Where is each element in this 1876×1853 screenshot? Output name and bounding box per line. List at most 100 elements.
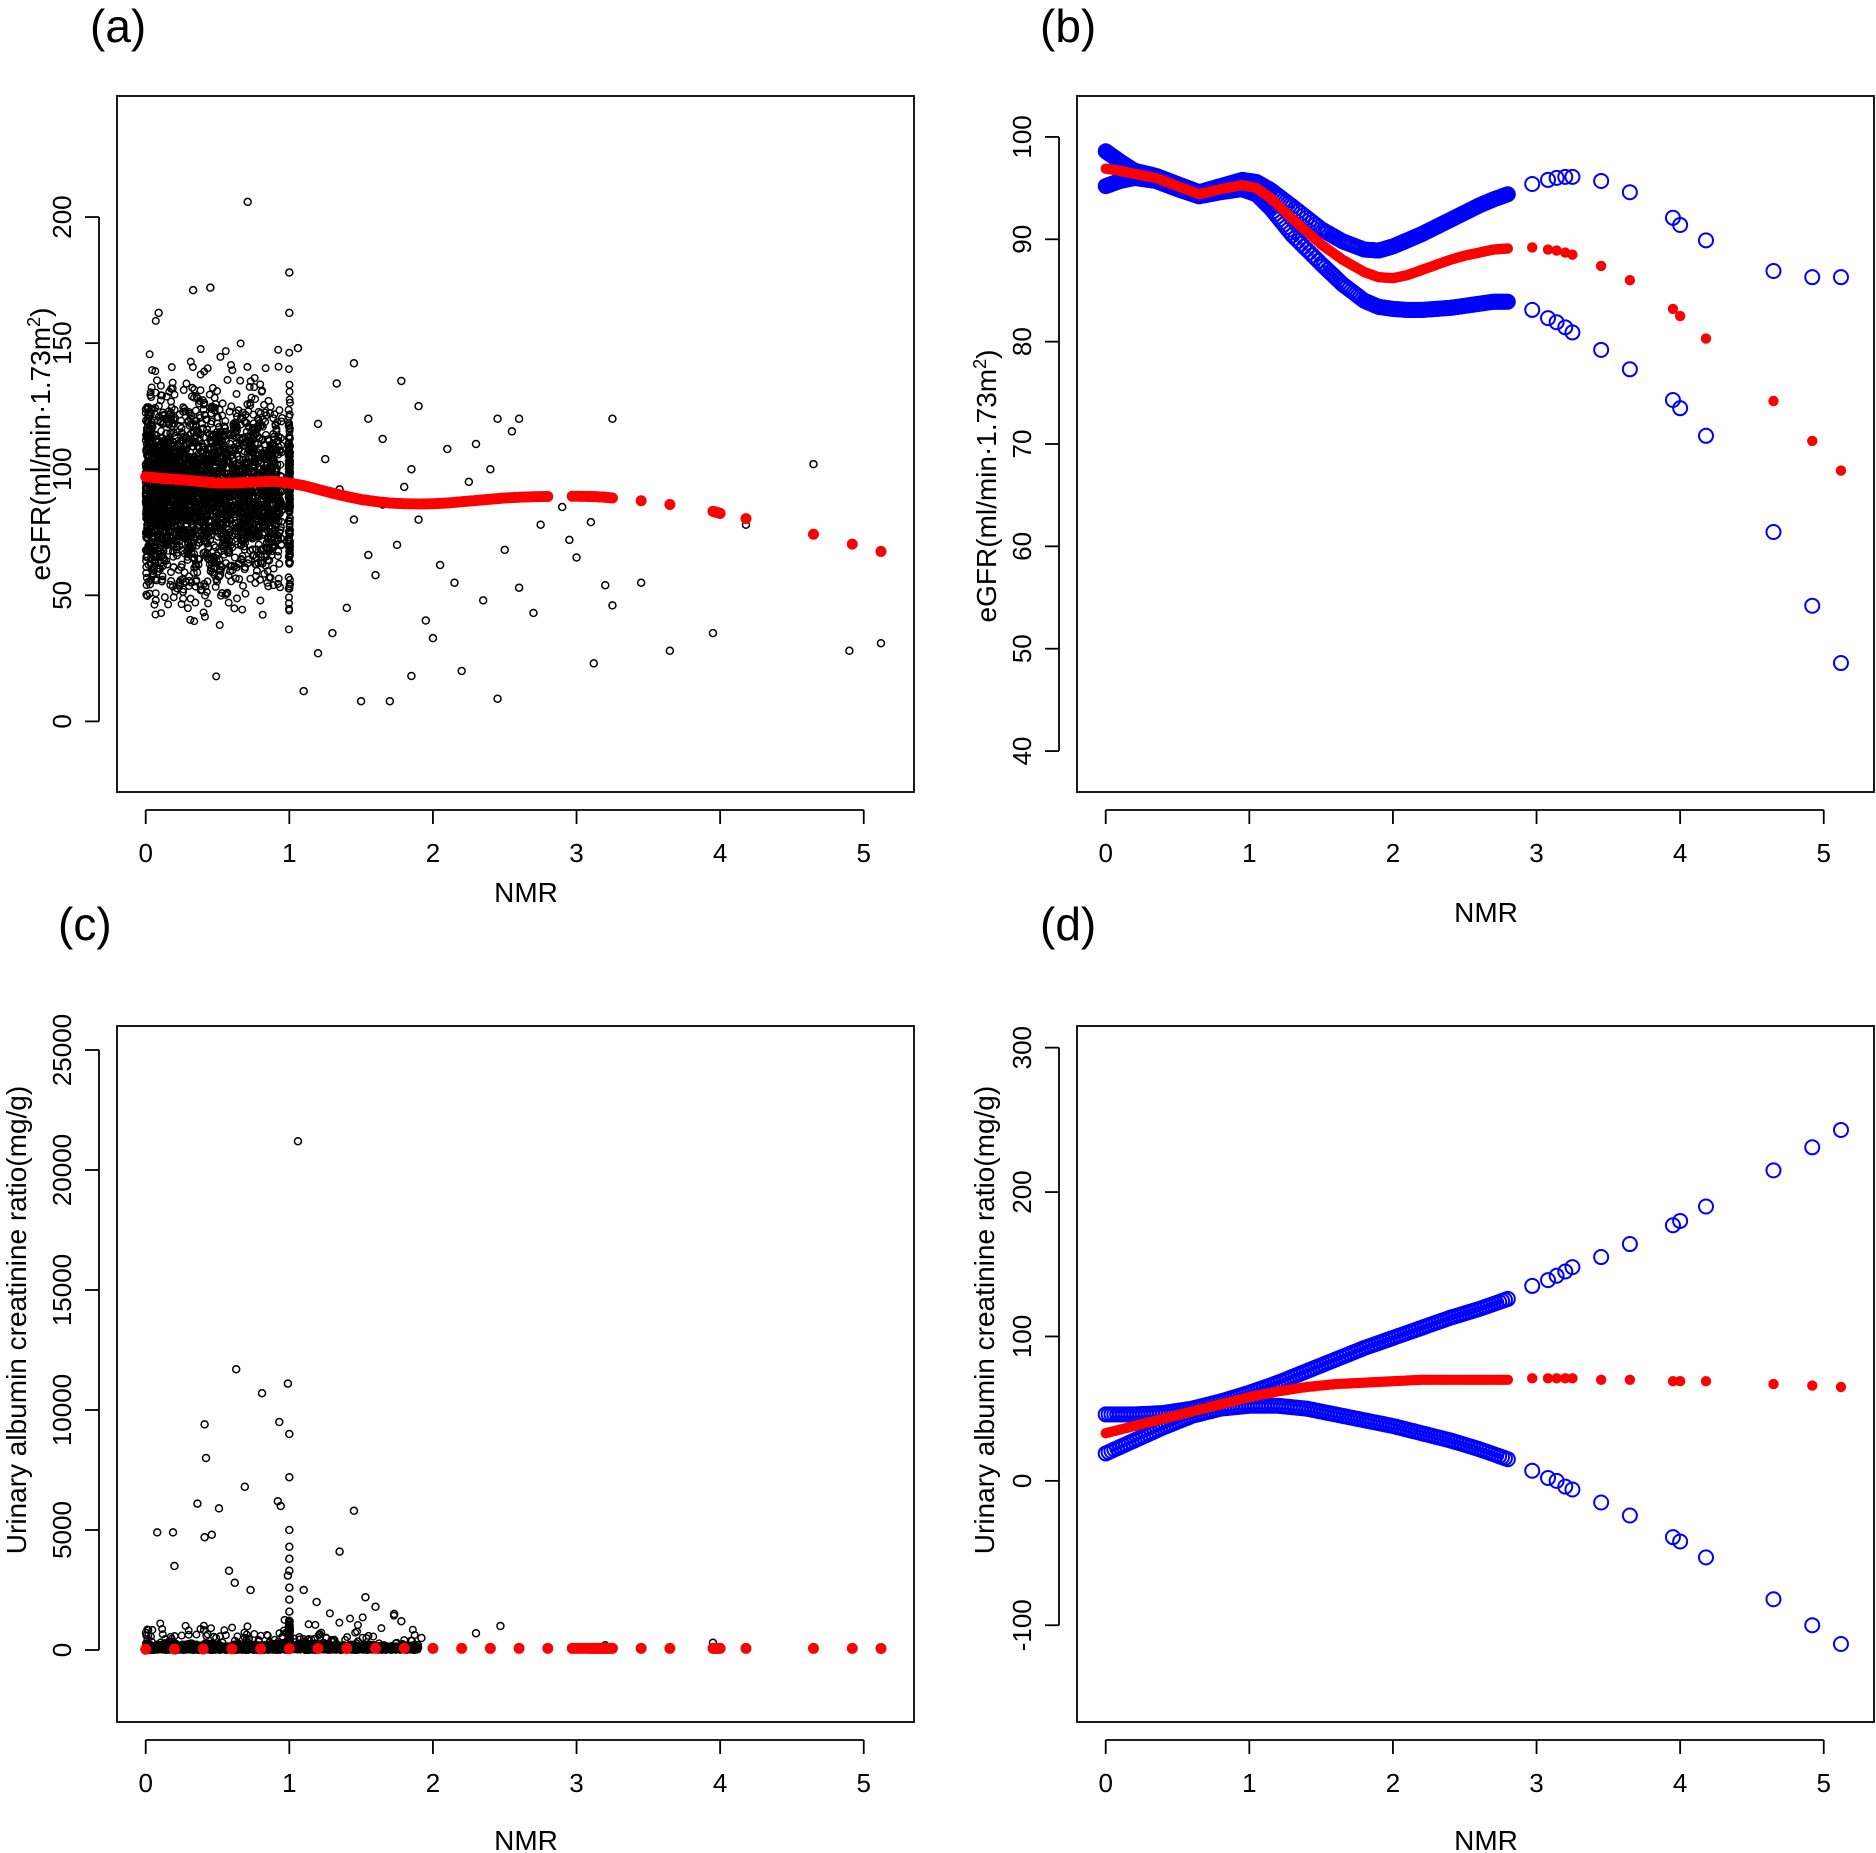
panel-a-cloud-point [230, 562, 239, 571]
panel-a-cloud-point [196, 370, 205, 379]
panel-b-fit-point [1700, 333, 1712, 344]
panel-a-cloud-point [172, 451, 181, 460]
panel-a-cloud-point [173, 551, 182, 560]
panel-a-cloud-point [151, 316, 160, 325]
panel-a-cloud-point [225, 439, 234, 448]
panel-a-cloud-point [180, 432, 189, 441]
panel-a-x-tick-label: 3 [569, 838, 583, 868]
panel-a-cloud-point [212, 672, 221, 681]
panel-a-cloud-point [212, 513, 221, 522]
panel-a-cloud-point [145, 408, 154, 417]
panel-a-cloud-point [186, 594, 195, 603]
panel-a-cloud-point [196, 345, 205, 354]
panel-a-cloud-point [224, 571, 233, 580]
panel-b-y-title-main: eGFR(ml/min·1.73m [971, 369, 1002, 623]
panel-a-cloud-point [237, 522, 246, 531]
panel-b-label: (b) [1040, 0, 1096, 52]
panel-a-cloud-point [156, 564, 165, 573]
panel-a-cloud-point [225, 407, 234, 416]
panel-a-fit-point [664, 499, 676, 511]
panel-a-cloud-point [276, 523, 285, 532]
panel-a-cloud-point [195, 513, 204, 522]
panel-a-cloud-point [143, 591, 152, 600]
panel-a-cloud-point [213, 413, 222, 422]
panel-a-fit-point [714, 507, 726, 519]
panel-a-cloud-point [258, 559, 267, 568]
panel-a-cloud-point [165, 433, 174, 442]
panel-b-x-tick-label: 5 [1817, 838, 1831, 868]
panel-a-cloud-point [222, 450, 231, 459]
panel-a-cloud-point [166, 429, 175, 438]
panel-a-cloud-point [160, 593, 169, 602]
panel-a-cloud-point [222, 469, 231, 478]
panel-a-cloud-point [236, 339, 245, 348]
panel-b-x-tick-label: 0 [1098, 838, 1112, 868]
panel-a-fit-point [542, 490, 554, 502]
panel-a-cloud-point [203, 364, 212, 373]
panel-a-cloud-point [156, 547, 165, 556]
panel-a-cloud-point [241, 539, 250, 548]
panel-a-cloud-point [204, 599, 213, 608]
panel-b-fit-point [1768, 395, 1779, 407]
panel-a-cloud-point [213, 454, 222, 463]
panel-a-cloud-point [223, 375, 232, 384]
panel-a-y-title-main: eGFR(ml/min·1.73m [25, 327, 56, 581]
panel-a-cloud-point [184, 493, 193, 502]
panel-a-cloud-point [235, 575, 244, 584]
panel-c-label: (c) [58, 898, 112, 950]
panel-a-cloud-point [226, 361, 235, 370]
panel-a-cloud-point [150, 600, 159, 609]
panel-a-cloud-point [169, 593, 178, 602]
panel-a-cloud-point [264, 396, 273, 405]
panel-a-cloud-point [147, 383, 156, 392]
panel-a-fit-point [807, 528, 819, 540]
panel-a-y-title-sup: 2 [24, 317, 44, 327]
panel-a-cloud-point [241, 589, 250, 598]
panel-a-cloud-point [233, 594, 242, 603]
panel-a-cloud-point [264, 582, 273, 591]
panel-a-cloud-point [241, 410, 250, 419]
panel-a-cloud-point [221, 590, 230, 599]
panel-a-plot-frame [116, 95, 915, 793]
panel-a-cloud-point [233, 426, 242, 435]
panel-a-cloud-point [236, 376, 245, 385]
panel-a-cloud-point [277, 448, 286, 457]
panel-a-cloud-point [249, 419, 258, 428]
panel-a-cloud-point [252, 566, 261, 575]
panel-a-cloud-point [216, 530, 225, 539]
panel-a-cloud-point [204, 543, 213, 552]
panel-a-cloud-point [183, 417, 192, 426]
panel-a-cloud-point [220, 550, 229, 559]
panel-a-cloud-point [177, 424, 186, 433]
panel-b-y-title-sup: 2 [970, 359, 990, 369]
panel-a-cloud-point [216, 352, 225, 361]
panel-a-cloud-point [203, 539, 212, 548]
panel-a-cloud-point [167, 533, 176, 542]
panel-a-cloud-point [206, 419, 215, 428]
panel-a-cloud-point [190, 617, 199, 626]
panel-a-cloud-point [186, 357, 195, 366]
panel-b-x-tick-label: 2 [1386, 838, 1400, 868]
panel-a-cloud-point [270, 435, 279, 444]
panel-a-cloud-point [169, 438, 178, 447]
panel-a-cloud-point [192, 577, 201, 586]
panel-a-cloud-point [257, 545, 266, 554]
panel-a-x-tick-label: 4 [713, 838, 727, 868]
panel-a-cloud-point [209, 556, 218, 565]
panel-a-cloud-point [203, 444, 212, 453]
panel-a-cloud-point [275, 406, 284, 415]
panel-a-cloud-point [226, 562, 235, 571]
panel-a-cloud-point [224, 431, 233, 440]
panel-a-cloud-point [269, 564, 278, 573]
panel-a-cloud-point [183, 604, 192, 613]
panel-a-cloud-point [206, 567, 215, 576]
panel-a-cloud-point [191, 598, 200, 607]
panel-b-x-axis-title: NMR [1454, 897, 1518, 928]
panel-b-y-tick-label: 100 [1007, 115, 1037, 158]
panel-a-cloud-point [212, 577, 221, 586]
panel-a-cloud-point [257, 387, 266, 396]
panel-a-cloud-point [215, 405, 224, 414]
panel-a-cloud-point [271, 445, 280, 454]
